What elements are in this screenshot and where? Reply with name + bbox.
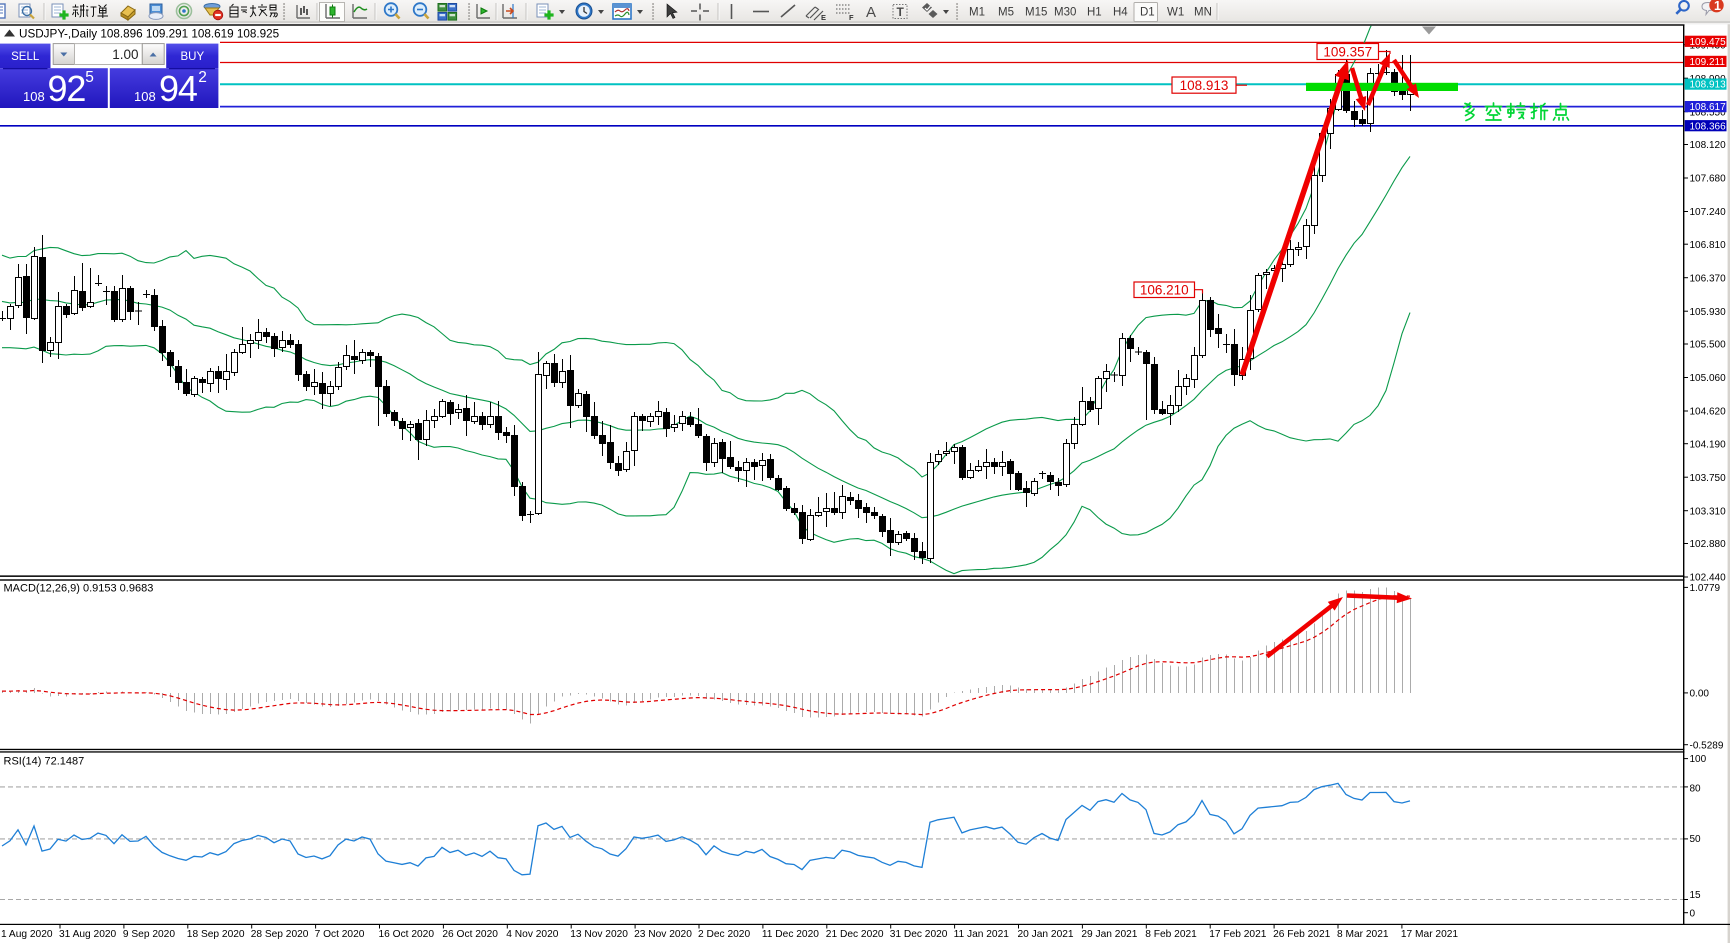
svg-text:7 Oct 2020: 7 Oct 2020 — [315, 929, 365, 940]
svg-text:0.00: 0.00 — [1690, 689, 1710, 700]
svg-text:16 Oct 2020: 16 Oct 2020 — [379, 929, 435, 940]
svg-text:USDJPY-,Daily 108.896 109.291: USDJPY-,Daily 108.896 109.291 108.619 10… — [19, 28, 280, 41]
svg-text:106.370: 106.370 — [1690, 273, 1727, 284]
svg-text:17 Mar 2021: 17 Mar 2021 — [1401, 929, 1459, 940]
svg-text:29 Jan 2021: 29 Jan 2021 — [1081, 929, 1137, 940]
svg-text:103.310: 103.310 — [1690, 506, 1727, 517]
svg-text:E: E — [821, 13, 826, 22]
svg-text:50: 50 — [1690, 834, 1702, 845]
svg-text:1: 1 — [1714, 0, 1721, 13]
svg-text:26 Feb 2021: 26 Feb 2021 — [1273, 929, 1331, 940]
svg-text:28 Sep 2020: 28 Sep 2020 — [251, 929, 309, 940]
svg-text:18 Sep 2020: 18 Sep 2020 — [187, 929, 245, 940]
svg-text:31 Dec 2020: 31 Dec 2020 — [890, 929, 948, 940]
svg-text:A: A — [866, 4, 876, 21]
svg-text:T: T — [897, 5, 905, 19]
svg-text:108.913: 108.913 — [1690, 80, 1727, 91]
svg-text:20 Jan 2021: 20 Jan 2021 — [1018, 929, 1074, 940]
svg-text:108.120: 108.120 — [1690, 140, 1727, 151]
svg-text:23 Nov 2020: 23 Nov 2020 — [634, 929, 692, 940]
svg-text:108.913: 108.913 — [1180, 78, 1229, 93]
svg-text:M15: M15 — [1025, 7, 1047, 19]
svg-text:SELL: SELL — [11, 51, 40, 63]
svg-text:W1: W1 — [1167, 7, 1184, 19]
svg-text:1.0779: 1.0779 — [1690, 583, 1721, 594]
svg-text:8 Mar 2021: 8 Mar 2021 — [1337, 929, 1389, 940]
svg-text:102.880: 102.880 — [1690, 539, 1727, 550]
svg-text:31 Aug 2020: 31 Aug 2020 — [59, 929, 117, 940]
svg-text:F: F — [849, 13, 854, 22]
svg-text:BUY: BUY — [180, 51, 204, 63]
svg-text:103.750: 103.750 — [1690, 473, 1727, 484]
svg-text:80: 80 — [1690, 784, 1702, 795]
svg-text:108.617: 108.617 — [1690, 102, 1727, 113]
svg-text:107.240: 107.240 — [1690, 207, 1727, 218]
svg-text:106.210: 106.210 — [1140, 283, 1189, 298]
svg-text:M5: M5 — [998, 7, 1014, 19]
svg-text:9 Sep 2020: 9 Sep 2020 — [123, 929, 175, 940]
svg-text:106.810: 106.810 — [1690, 240, 1727, 251]
svg-text:M30: M30 — [1054, 7, 1076, 19]
svg-text:108.366: 108.366 — [1690, 121, 1727, 132]
svg-text:21 Dec 2020: 21 Dec 2020 — [826, 929, 884, 940]
svg-text:100: 100 — [1690, 754, 1707, 765]
svg-text:17 Feb 2021: 17 Feb 2021 — [1209, 929, 1267, 940]
svg-text:94: 94 — [159, 68, 197, 109]
svg-text:105.930: 105.930 — [1690, 307, 1727, 318]
svg-text:13 Nov 2020: 13 Nov 2020 — [570, 929, 628, 940]
svg-text:109.211: 109.211 — [1690, 57, 1726, 68]
svg-text:11 Jan 2021: 11 Jan 2021 — [954, 929, 1010, 940]
svg-text:MN: MN — [1194, 7, 1212, 19]
svg-text:104.620: 104.620 — [1690, 407, 1727, 418]
svg-text:2 Dec 2020: 2 Dec 2020 — [698, 929, 750, 940]
svg-text:RSI(14) 72.1487: RSI(14) 72.1487 — [4, 756, 85, 768]
svg-text:D1: D1 — [1140, 7, 1155, 19]
svg-text:104.190: 104.190 — [1690, 439, 1727, 450]
svg-text:H4: H4 — [1113, 7, 1128, 19]
svg-text:MACD(12,26,9) 0.9153 0.9683: MACD(12,26,9) 0.9153 0.9683 — [4, 583, 154, 595]
svg-text:108.550: 108.550 — [1690, 107, 1727, 118]
svg-text:26 Oct 2020: 26 Oct 2020 — [442, 929, 498, 940]
svg-text:109.475: 109.475 — [1690, 37, 1727, 48]
svg-text:92: 92 — [48, 68, 86, 109]
svg-text:102.440: 102.440 — [1690, 573, 1727, 584]
svg-text:2: 2 — [198, 69, 207, 86]
svg-text:107.680: 107.680 — [1690, 174, 1727, 185]
svg-text:11 Dec 2020: 11 Dec 2020 — [762, 929, 819, 940]
svg-text:105.060: 105.060 — [1690, 373, 1727, 384]
svg-text:108: 108 — [23, 89, 45, 104]
svg-text:M1: M1 — [969, 7, 985, 19]
svg-text:5: 5 — [85, 69, 94, 86]
svg-text:-0.5289: -0.5289 — [1690, 740, 1724, 751]
svg-text:105.500: 105.500 — [1690, 340, 1727, 351]
svg-text:15: 15 — [1690, 890, 1702, 901]
svg-text:1.00: 1.00 — [112, 47, 138, 62]
svg-text:8 Feb 2021: 8 Feb 2021 — [1145, 929, 1197, 940]
svg-text:1 Aug 2020: 1 Aug 2020 — [1, 929, 53, 940]
svg-text:H1: H1 — [1087, 7, 1102, 19]
svg-text:109.357: 109.357 — [1323, 44, 1372, 59]
svg-text:108: 108 — [134, 89, 156, 104]
svg-text:4 Nov 2020: 4 Nov 2020 — [506, 929, 558, 940]
svg-text:0: 0 — [1690, 908, 1696, 919]
